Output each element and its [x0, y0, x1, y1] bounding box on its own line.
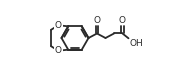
Text: O: O — [94, 16, 100, 25]
Text: O: O — [119, 16, 126, 25]
Text: O: O — [55, 46, 62, 55]
Text: OH: OH — [129, 39, 143, 48]
Text: O: O — [55, 21, 62, 30]
